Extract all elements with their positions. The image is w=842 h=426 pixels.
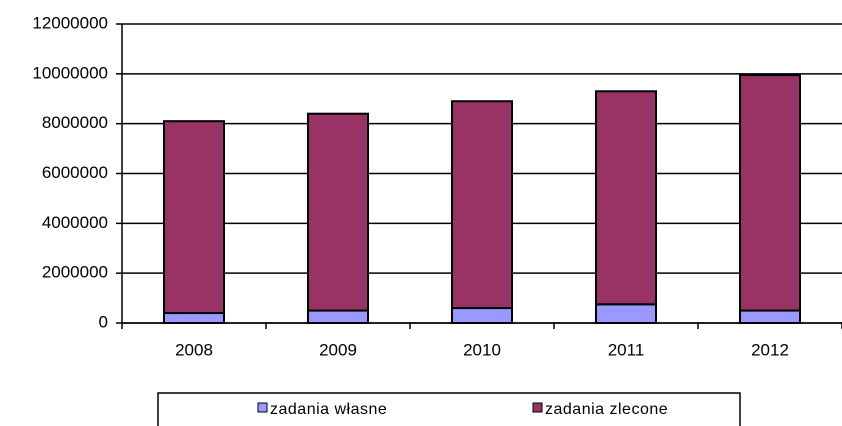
legend-swatch <box>532 402 543 413</box>
bar-segment <box>739 74 801 312</box>
y-tick-label: 2000000 <box>42 263 108 282</box>
bar-segment <box>163 312 225 324</box>
x-tick-label: 2010 <box>463 340 501 359</box>
bar-segment <box>307 112 369 312</box>
y-tick-label: 12000000 <box>32 13 108 32</box>
bar-segment <box>163 120 225 315</box>
bar-segment <box>451 100 513 310</box>
y-tick-label: 6000000 <box>42 163 108 182</box>
legend-box <box>157 392 741 426</box>
bar-segment <box>739 309 801 324</box>
legend-swatch <box>257 402 268 413</box>
y-tick-label: 4000000 <box>42 213 108 232</box>
bar-segment <box>451 307 513 324</box>
y-tick-label: 0 <box>99 312 108 331</box>
bar-segment <box>595 90 657 306</box>
x-tick-label: 2011 <box>608 340 645 359</box>
y-tick-label: 10000000 <box>32 63 108 82</box>
legend-label: zadania zlecone <box>545 401 668 418</box>
bar-segment <box>307 309 369 324</box>
y-tick-label: 8000000 <box>42 113 108 132</box>
x-tick-label: 2009 <box>319 340 357 359</box>
legend-label: zadania własne <box>270 401 387 418</box>
bar-segment <box>595 303 657 324</box>
x-tick-label: 2008 <box>175 340 213 359</box>
x-tick-label: 2012 <box>751 340 789 359</box>
